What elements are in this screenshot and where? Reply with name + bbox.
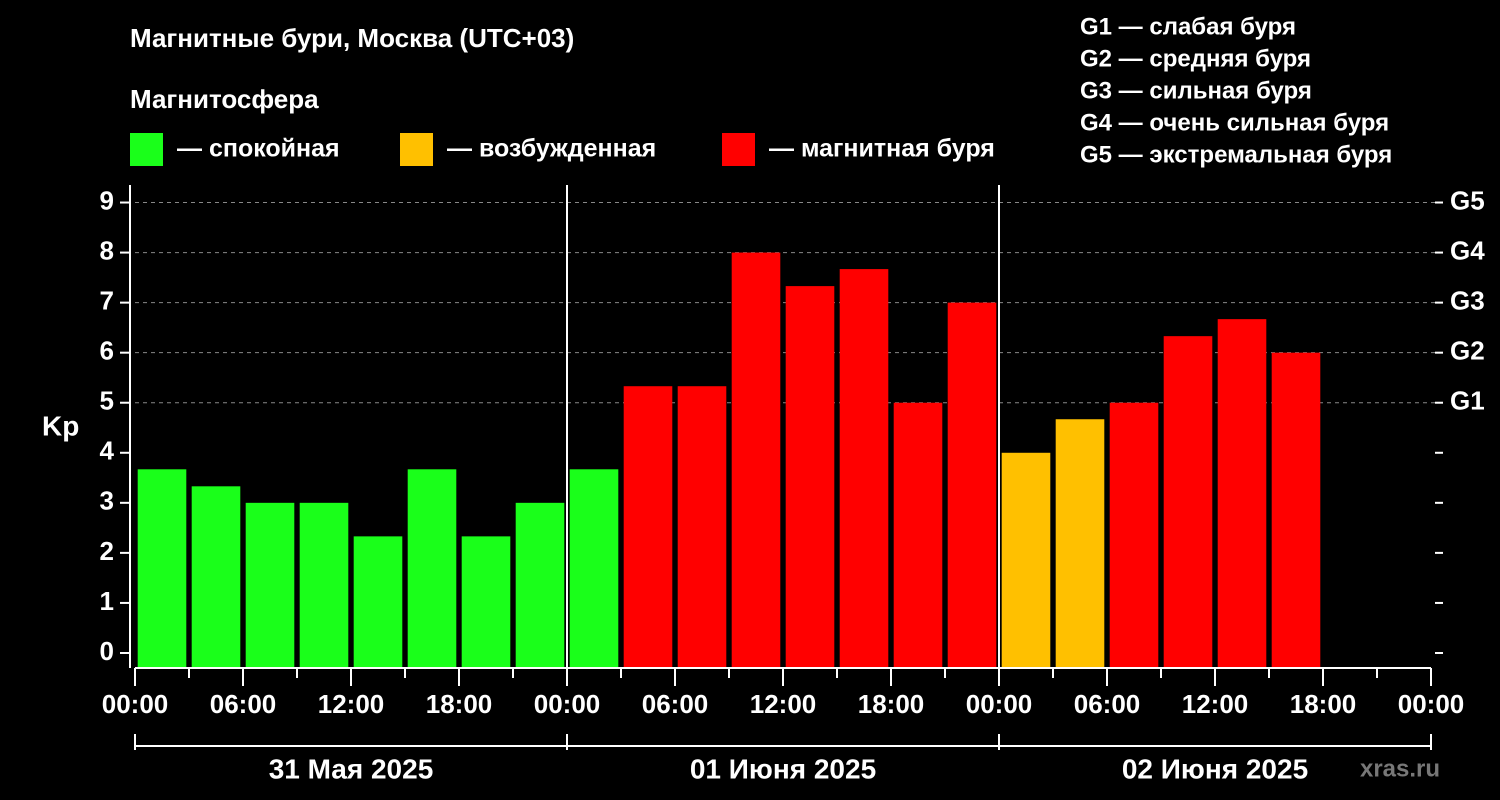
y2-tick-label: G5 xyxy=(1450,185,1485,215)
y-axis-label: Kp xyxy=(42,410,79,441)
x-tick-label: 12:00 xyxy=(1182,689,1249,719)
y-tick-label: 6 xyxy=(100,336,114,366)
watermark: xras.ru xyxy=(1360,755,1440,782)
y2-tick-label: G4 xyxy=(1450,235,1485,265)
bar xyxy=(569,469,619,668)
chart-title: Магнитные бури, Москва (UTC+03) xyxy=(130,23,574,53)
x-tick-label: 00:00 xyxy=(1398,689,1465,719)
x-tick-label: 00:00 xyxy=(102,689,169,719)
bar xyxy=(947,302,997,668)
bar xyxy=(785,286,835,668)
bar xyxy=(461,536,511,668)
y-tick-label: 2 xyxy=(100,536,114,566)
bar xyxy=(677,386,727,668)
bar xyxy=(1055,419,1105,668)
bar xyxy=(1163,336,1213,668)
x-tick-label: 18:00 xyxy=(426,689,493,719)
y-tick-label: 8 xyxy=(100,235,114,265)
y-tick-label: 4 xyxy=(100,436,115,466)
annotation: G3 — сильная буря xyxy=(1080,77,1312,104)
legend-swatch xyxy=(722,133,755,166)
legend-title: Магнитосфера xyxy=(130,84,319,114)
y-tick-label: 9 xyxy=(100,185,114,215)
legend-swatch xyxy=(130,133,163,166)
annotation: G4 — очень сильная буря xyxy=(1080,109,1389,136)
y2-tick-label: G2 xyxy=(1450,336,1485,366)
bar xyxy=(731,252,781,668)
legend-label: — магнитная буря xyxy=(769,135,995,163)
y2-tick-label: G1 xyxy=(1450,386,1485,416)
bar xyxy=(407,469,457,668)
bar xyxy=(191,486,241,668)
x-tick-label: 12:00 xyxy=(318,689,385,719)
x-tick-label: 06:00 xyxy=(1074,689,1141,719)
x-tick-label: 00:00 xyxy=(966,689,1033,719)
bar xyxy=(245,502,295,668)
bar xyxy=(515,502,565,668)
y-tick-label: 3 xyxy=(100,486,114,516)
bar xyxy=(137,469,187,668)
x-tick-label: 18:00 xyxy=(858,689,925,719)
bar xyxy=(1001,452,1051,668)
annotation: G1 — слабая буря xyxy=(1080,13,1296,40)
bar xyxy=(839,269,889,668)
bar xyxy=(1109,402,1159,668)
bar xyxy=(1217,319,1267,668)
y-tick-label: 7 xyxy=(100,285,114,315)
day-label: 01 Июня 2025 xyxy=(690,753,876,784)
day-label: 31 Мая 2025 xyxy=(269,753,434,784)
y2-tick-label: G3 xyxy=(1450,285,1485,315)
bar xyxy=(1271,352,1321,668)
bar xyxy=(299,502,349,668)
x-tick-label: 12:00 xyxy=(750,689,817,719)
annotation: G2 — средняя буря xyxy=(1080,45,1311,72)
legend-swatch xyxy=(400,133,433,166)
y-tick-label: 1 xyxy=(100,586,114,616)
x-tick-label: 06:00 xyxy=(210,689,277,719)
legend-label: — возбужденная xyxy=(447,135,656,163)
legend-label: — спокойная xyxy=(177,135,340,163)
bar xyxy=(623,386,673,668)
annotation: G5 — экстремальная буря xyxy=(1080,141,1392,168)
x-tick-label: 18:00 xyxy=(1290,689,1357,719)
x-tick-label: 06:00 xyxy=(642,689,709,719)
y-tick-label: 5 xyxy=(100,386,114,416)
bar xyxy=(353,536,403,668)
y-tick-label: 0 xyxy=(100,636,114,666)
bar xyxy=(893,402,943,668)
day-label: 02 Июня 2025 xyxy=(1122,753,1308,784)
x-tick-label: 00:00 xyxy=(534,689,601,719)
